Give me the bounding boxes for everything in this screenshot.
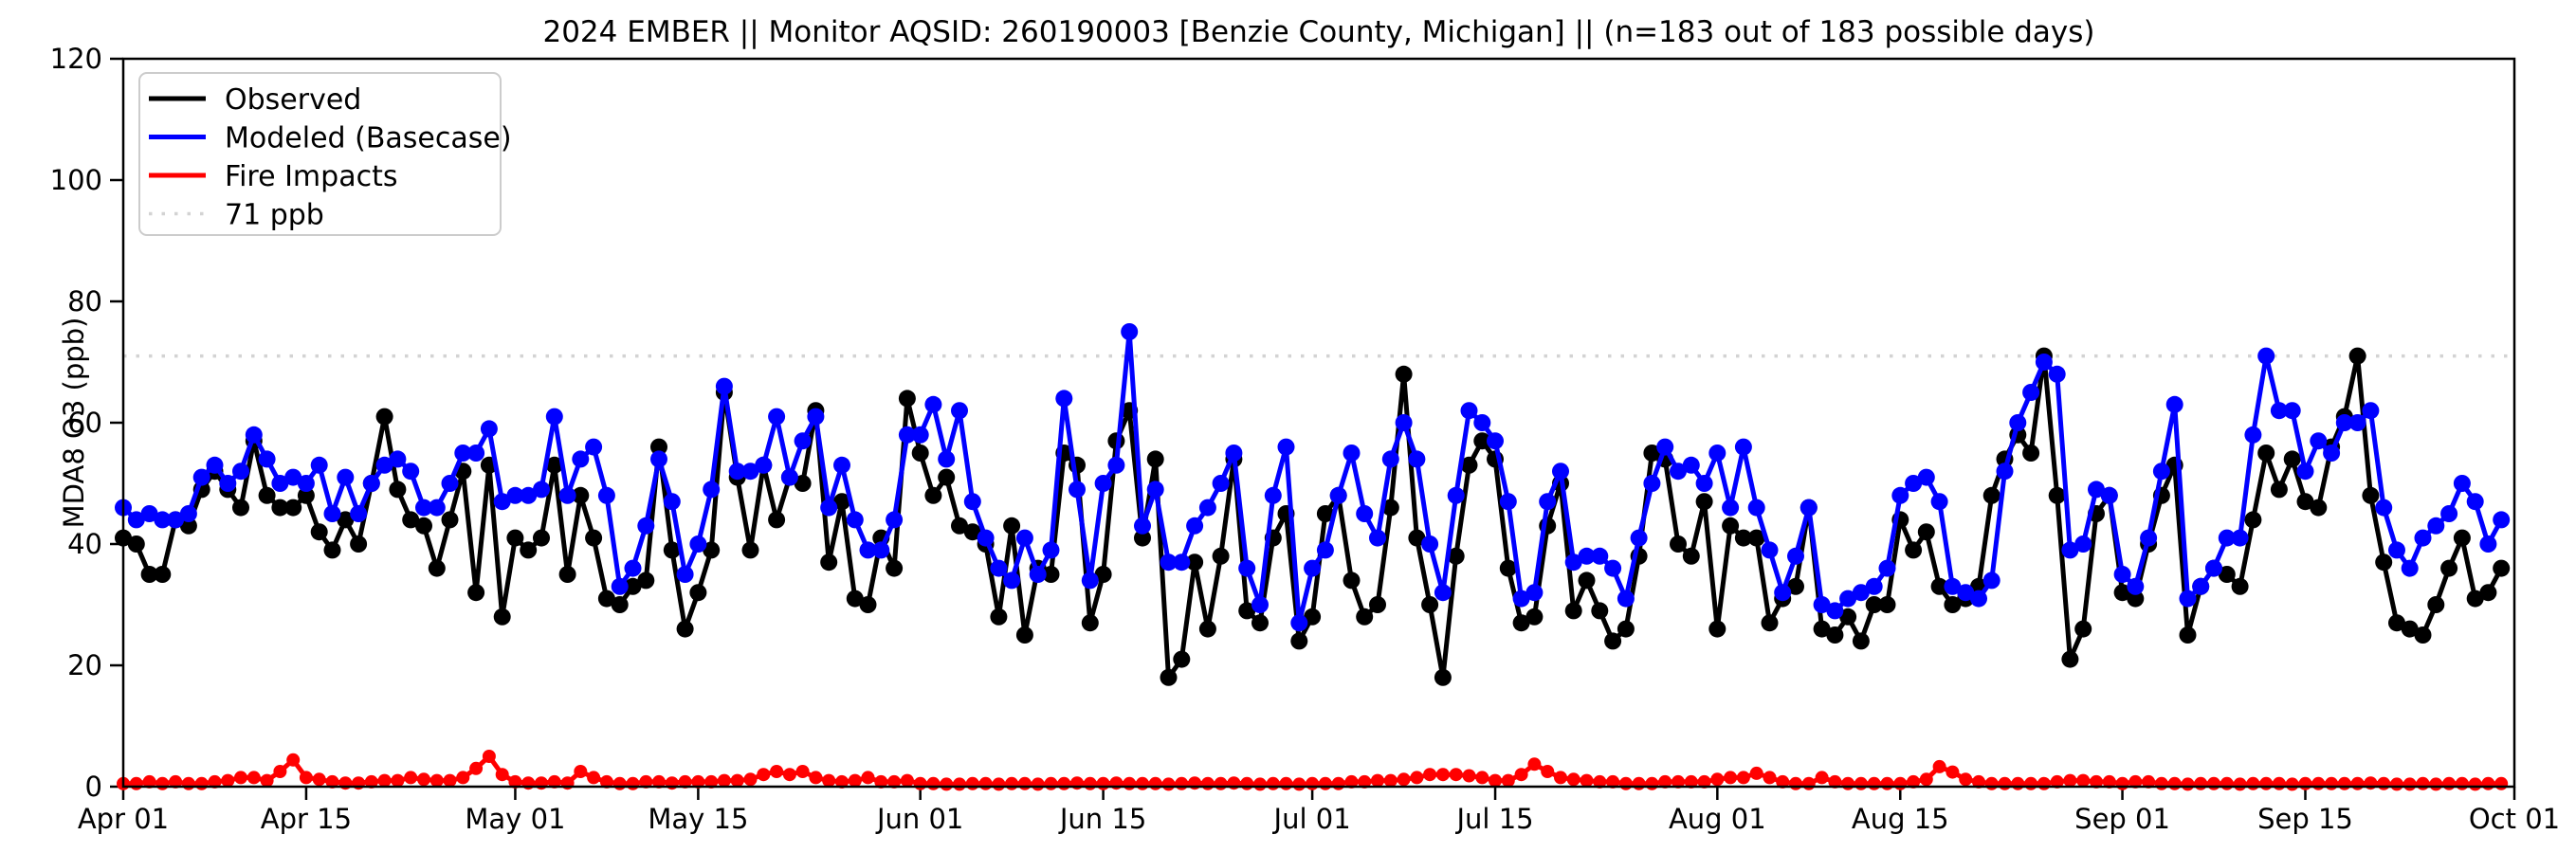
x-tick-label: Jun 01	[875, 803, 963, 835]
y-tick-label: 60	[67, 407, 102, 439]
plot-frame	[121, 57, 2516, 789]
legend-label: Fire Impacts	[225, 160, 397, 193]
x-tick-label: Sep 15	[2257, 803, 2353, 835]
y-tick-label: 80	[67, 285, 102, 318]
x-tick-label: May 01	[465, 803, 565, 835]
y-tick-label: 0	[85, 771, 102, 803]
y-tick-label: 40	[67, 528, 102, 560]
legend-label: Observed	[225, 83, 361, 117]
y-tick-label: 120	[50, 43, 102, 75]
y-axis-label: MDA8 O3 (ppb)	[58, 318, 90, 529]
x-tick-label: Jun 15	[1058, 803, 1146, 835]
x-tick-label: May 15	[648, 803, 748, 835]
x-tick-label: Jul 15	[1454, 803, 1533, 835]
chart-title: 2024 EMBER || Monitor AQSID: 260190003 […	[542, 15, 2094, 49]
legend: Observed Modeled (Basecase) Fire Impacts 71…	[138, 72, 512, 236]
modeled-basecase-points	[115, 323, 2511, 632]
x-tick-label: Apr 15	[261, 803, 352, 835]
x-tick-label: Sep 01	[2074, 803, 2170, 835]
fire-impacts-points	[117, 750, 2509, 791]
observed-line	[121, 354, 2504, 681]
x-tick-label: Aug 15	[1852, 803, 1949, 835]
legend-label: 71 ppb	[225, 199, 324, 232]
x-tick-label: Apr 01	[78, 803, 169, 835]
legend-label: Modeled (Basecase)	[225, 122, 512, 155]
legend-box	[138, 72, 502, 236]
x-tick-label: Oct 01	[2469, 803, 2560, 835]
x-tick-label: Jul 01	[1272, 803, 1351, 835]
y-tick-label: 100	[50, 164, 102, 196]
y-tick-label: 20	[67, 649, 102, 681]
plot-area: 0 20 40 60 80 100 120 Apr 01 Apr 15 May 01 May 15 J…	[50, 43, 2560, 835]
x-tick-label: Aug 01	[1669, 803, 1766, 835]
modeled-basecase-line	[121, 329, 2504, 626]
